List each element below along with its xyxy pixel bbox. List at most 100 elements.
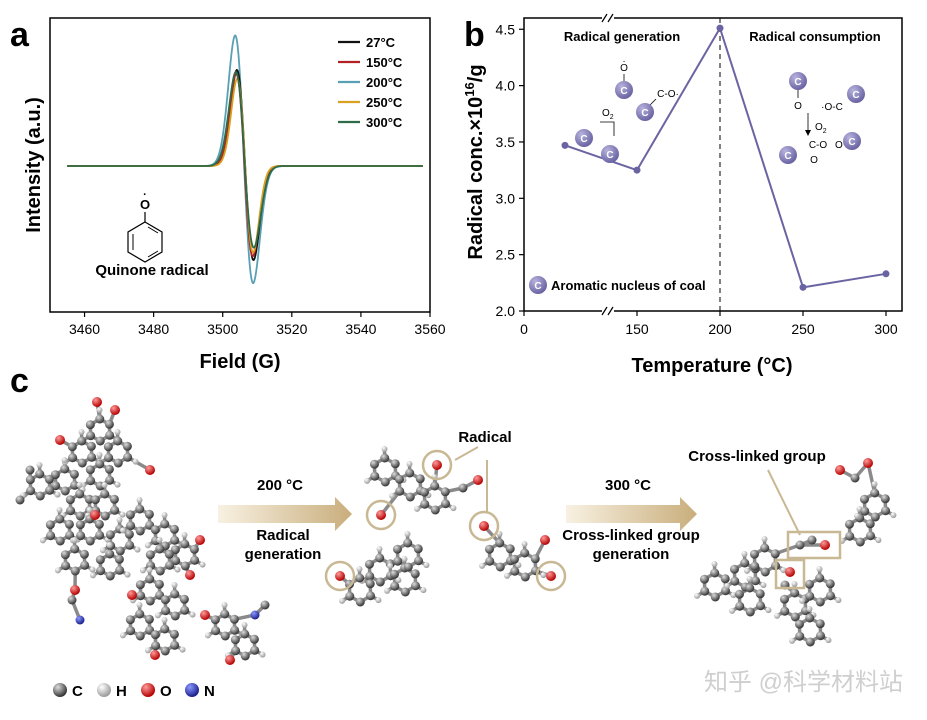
atom	[230, 625, 240, 635]
atom	[403, 562, 413, 572]
atom	[530, 554, 540, 564]
atom	[780, 567, 787, 574]
atom	[199, 561, 206, 568]
atom	[105, 530, 115, 540]
atom	[375, 553, 385, 563]
atom	[180, 561, 190, 571]
atom	[135, 631, 145, 641]
atom	[815, 619, 825, 629]
atom	[805, 613, 815, 623]
atom	[146, 567, 153, 574]
atom	[39, 537, 46, 544]
atom	[390, 459, 400, 469]
atom	[161, 606, 171, 616]
atom	[890, 512, 897, 519]
atom-legend-swatch	[97, 683, 111, 697]
atom	[109, 494, 119, 504]
atom-legend-label: O	[160, 683, 172, 700]
atom	[866, 531, 876, 541]
aromatic-ring-5	[789, 72, 807, 90]
atom	[415, 474, 425, 484]
atom	[127, 590, 137, 600]
chart-b-y-ticks: 2.0 2.5 3.0 3.5 4.0 4.5	[496, 21, 524, 319]
co-radical-text: C-O·	[657, 89, 679, 100]
atom	[875, 537, 882, 544]
series-segment	[802, 272, 887, 289]
atom	[854, 512, 861, 519]
atom	[755, 589, 765, 599]
atom	[495, 562, 505, 572]
atom	[520, 572, 530, 582]
atom	[85, 420, 95, 430]
atom	[729, 564, 739, 574]
atom	[411, 581, 421, 591]
atom	[190, 555, 200, 565]
atom	[174, 566, 181, 573]
crosslink-callout-label: Cross-linked group	[688, 448, 826, 465]
atom	[450, 505, 457, 512]
svg-text:C: C	[794, 77, 801, 88]
atom	[144, 647, 151, 654]
atom	[804, 579, 814, 589]
atom	[66, 506, 76, 516]
atom	[85, 536, 95, 546]
atom	[92, 397, 102, 407]
atom	[751, 576, 761, 586]
aromatic-ring-6	[847, 85, 865, 103]
atom	[61, 561, 71, 571]
atom	[387, 562, 394, 569]
atom-legend-swatch	[185, 683, 199, 697]
panel-label-b: b	[464, 16, 485, 54]
svg-text:O: O	[794, 101, 802, 112]
atom	[795, 540, 805, 550]
atom	[744, 567, 751, 574]
atom	[211, 626, 221, 636]
svg-text:C: C	[606, 150, 613, 161]
atom	[339, 597, 346, 604]
atom	[729, 607, 736, 614]
o2-left: O2	[602, 108, 614, 121]
crosslink-highlight-1	[786, 530, 842, 560]
atom	[135, 609, 145, 619]
panel-label-c: c	[10, 362, 29, 400]
atom	[105, 475, 115, 485]
chart-a-tick-label: 3480	[138, 321, 169, 337]
atom	[403, 538, 413, 548]
atom	[126, 521, 136, 531]
atom	[104, 464, 114, 474]
legend-label: 300°C	[366, 115, 403, 130]
atom	[122, 441, 132, 451]
atom	[54, 491, 61, 498]
atom	[136, 497, 143, 504]
svg-text:C: C	[620, 86, 627, 97]
series-segment	[611, 160, 638, 172]
atom	[806, 606, 813, 613]
data-point	[561, 141, 569, 149]
generation-schematic: O · C C-O· C O2 C C	[575, 56, 679, 163]
data-point	[716, 24, 724, 32]
atom-legend-label: C	[72, 683, 83, 700]
atom	[815, 573, 825, 583]
quinone-radical-label: Quinone radical	[95, 262, 208, 279]
atom	[410, 569, 420, 579]
atom	[78, 429, 85, 436]
atom	[335, 571, 345, 581]
atom	[540, 535, 550, 545]
atom	[70, 585, 80, 595]
atom	[95, 436, 105, 446]
atom	[86, 441, 96, 451]
atom	[413, 544, 423, 554]
data-point	[799, 283, 807, 291]
atom	[100, 511, 110, 521]
atom	[807, 535, 817, 545]
atom	[479, 521, 489, 531]
chart-a-tick-label: 3460	[69, 321, 100, 337]
atom	[156, 537, 163, 544]
atom	[145, 596, 155, 606]
atom	[364, 477, 371, 484]
atom	[144, 542, 151, 549]
atom	[220, 631, 230, 641]
atom	[805, 591, 815, 601]
aromatic-ring-2	[636, 103, 654, 121]
atom	[765, 607, 772, 614]
